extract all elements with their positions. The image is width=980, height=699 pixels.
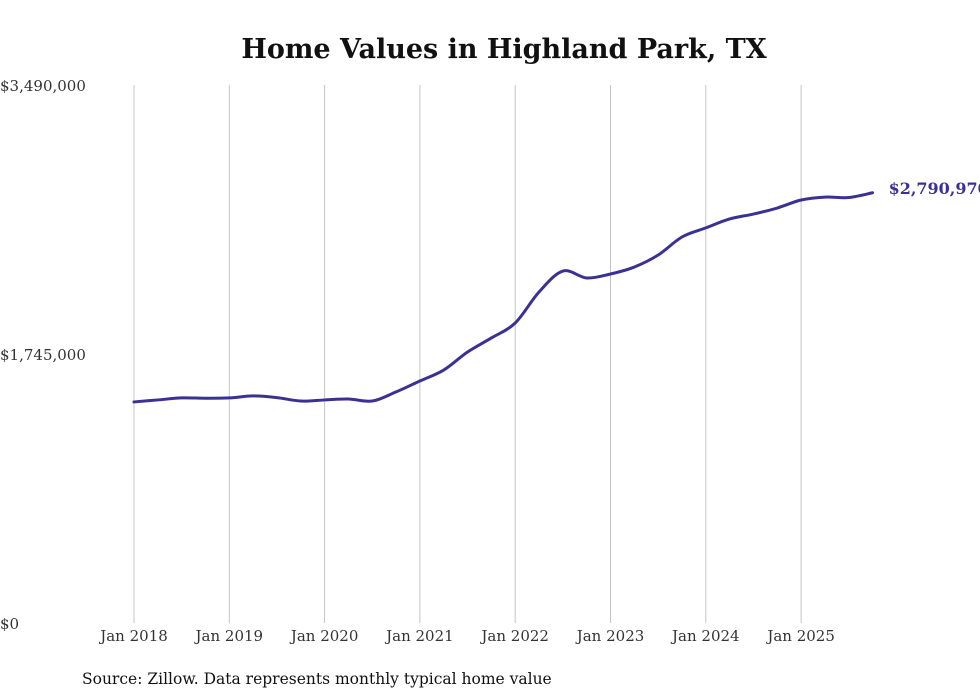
- end-value-label: $2,790,970: [889, 179, 980, 198]
- x-axis: Jan 2018 Jan 2019 Jan 2020 Jan 2021 Jan 2022…: [98, 627, 835, 645]
- source-note: Source: Zillow. Data represents monthly …: [82, 670, 552, 688]
- x-tick-label: Jan 2019: [194, 627, 264, 645]
- chart-title: Home Values in Highland Park, TX: [241, 34, 766, 65]
- y-tick-label: $0: [0, 615, 19, 633]
- y-axis: $0 $1,745,000 $3,490,000: [0, 77, 86, 633]
- x-tick-label: Jan 2020: [289, 627, 359, 645]
- y-tick-label: $1,745,000: [0, 346, 86, 364]
- gridlines: [133, 85, 802, 623]
- x-tick-label: Jan 2021: [384, 627, 454, 645]
- x-tick-label: Jan 2024: [670, 627, 740, 645]
- x-tick-label: Jan 2025: [765, 627, 835, 645]
- series-layer: $2,790,970: [132, 179, 980, 404]
- series-line: [132, 191, 875, 404]
- x-tick-label: Jan 2018: [98, 627, 168, 645]
- y-tick-label: $3,490,000: [0, 77, 86, 95]
- x-tick-label: Jan 2023: [575, 627, 645, 645]
- x-tick-label: Jan 2022: [479, 627, 549, 645]
